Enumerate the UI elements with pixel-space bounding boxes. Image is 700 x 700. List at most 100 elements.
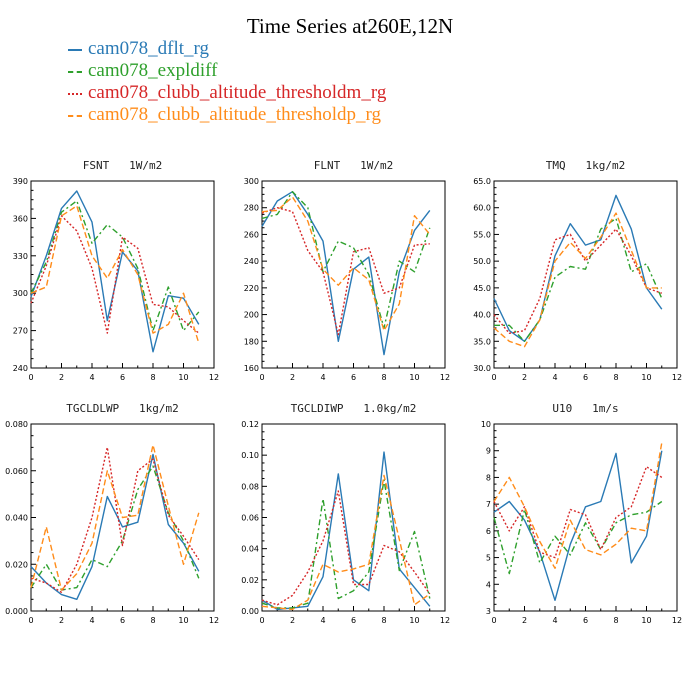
x-tick-label: 10 bbox=[641, 616, 651, 625]
y-tick-label: 45.0 bbox=[473, 284, 491, 293]
chart-panel: TGCLDLWP 1kg/m2 0 2 4 6 8 10 12 0.000 0.020 0.040 0… bbox=[5, 402, 219, 625]
y-tick-label: 260 bbox=[244, 230, 259, 239]
legend-item-expldiff: cam078_expldiff bbox=[68, 60, 386, 82]
y-tick-label: 0.00 bbox=[241, 607, 259, 616]
x-tick-label: 12 bbox=[209, 616, 219, 625]
panel-title: U10 1m/s bbox=[552, 402, 618, 415]
series-line-2 bbox=[30, 465, 200, 591]
series-line-2 bbox=[493, 500, 663, 575]
x-tick-label: 10 bbox=[409, 373, 419, 382]
chart-panel: TMQ 1kg/m2 0 2 4 6 8 10 12 30.0 35.0 40.0 45.0 50.0 5… bbox=[473, 159, 682, 382]
y-tick-label: 300 bbox=[13, 289, 28, 298]
legend-label: cam078_clubb_altitude_thresholdm_rg bbox=[88, 82, 387, 103]
series-line-4 bbox=[30, 205, 200, 344]
series-line-3 bbox=[261, 206, 430, 336]
legend-swatch bbox=[68, 114, 82, 117]
y-tick-label: 65.0 bbox=[473, 177, 491, 186]
y-tick-label: 300 bbox=[244, 177, 259, 186]
x-tick-label: 6 bbox=[351, 616, 356, 625]
x-tick-label: 0 bbox=[259, 616, 264, 625]
y-tick-label: 280 bbox=[244, 204, 259, 213]
x-tick-label: 4 bbox=[89, 616, 94, 625]
y-tick-label: 0.02 bbox=[241, 576, 259, 585]
x-tick-label: 12 bbox=[672, 616, 682, 625]
y-tick-label: 390 bbox=[13, 177, 28, 186]
y-tick-label: 60.0 bbox=[473, 204, 491, 213]
x-tick-label: 4 bbox=[552, 373, 557, 382]
x-tick-label: 6 bbox=[583, 616, 588, 625]
x-tick-label: 0 bbox=[259, 373, 264, 382]
series-line-3 bbox=[493, 466, 663, 559]
x-tick-label: 4 bbox=[552, 616, 557, 625]
x-tick-label: 8 bbox=[381, 616, 386, 625]
y-tick-label: 0.08 bbox=[241, 482, 259, 491]
legend-label: cam078_dflt_rg bbox=[88, 38, 210, 59]
x-tick-label: 12 bbox=[209, 373, 219, 382]
y-tick-label: 3 bbox=[486, 607, 491, 616]
series-line-4 bbox=[261, 474, 431, 611]
series-line-1 bbox=[261, 451, 431, 611]
x-tick-label: 2 bbox=[290, 616, 295, 625]
y-tick-label: 270 bbox=[13, 327, 28, 336]
plot-frame bbox=[30, 180, 215, 369]
legend-item-thresholdm: cam078_clubb_altitude_thresholdm_rg bbox=[68, 82, 386, 104]
y-tick-label: 0.080 bbox=[5, 420, 28, 429]
x-tick-label: 4 bbox=[320, 373, 325, 382]
series-line-1 bbox=[261, 190, 431, 356]
y-tick-label: 200 bbox=[244, 311, 259, 320]
y-tick-label: 0.020 bbox=[5, 560, 28, 569]
panel-title: TGCLDLWP 1kg/m2 bbox=[66, 402, 179, 415]
series-line-3 bbox=[493, 228, 663, 334]
y-tick-label: 4 bbox=[486, 580, 491, 589]
series-line-2 bbox=[30, 200, 200, 332]
series-line-4 bbox=[30, 444, 200, 591]
y-tick-label: 6 bbox=[486, 527, 491, 536]
x-tick-label: 2 bbox=[290, 373, 295, 382]
y-tick-label: 40.0 bbox=[473, 311, 491, 320]
y-tick-label: 5 bbox=[486, 554, 491, 563]
y-tick-label: 8 bbox=[486, 473, 491, 482]
x-tick-label: 8 bbox=[613, 373, 618, 382]
series-line-2 bbox=[494, 217, 663, 342]
series-line-2 bbox=[261, 190, 431, 329]
x-tick-label: 10 bbox=[178, 616, 188, 625]
figure-title: Time Series at260E,12N bbox=[246, 14, 454, 38]
legend-label: cam078_clubb_altitude_thresholdp_rg bbox=[88, 104, 382, 125]
x-tick-label: 10 bbox=[641, 373, 651, 382]
y-tick-label: 7 bbox=[486, 500, 491, 509]
x-tick-label: 12 bbox=[440, 373, 450, 382]
series-line-4 bbox=[493, 442, 663, 569]
x-tick-label: 0 bbox=[28, 373, 33, 382]
x-tick-label: 4 bbox=[320, 616, 325, 625]
y-tick-label: 10 bbox=[481, 420, 491, 429]
x-tick-label: 4 bbox=[89, 373, 94, 382]
y-tick-label: 0.10 bbox=[241, 451, 259, 460]
legend-swatch bbox=[68, 70, 82, 73]
series-line-4 bbox=[261, 196, 431, 332]
y-tick-label: 0.04 bbox=[241, 545, 259, 554]
series-line-1 bbox=[493, 450, 663, 601]
series-line-3 bbox=[261, 490, 431, 606]
x-tick-label: 8 bbox=[150, 373, 155, 382]
x-tick-label: 2 bbox=[522, 616, 527, 625]
y-tick-label: 30.0 bbox=[473, 364, 491, 373]
x-tick-label: 10 bbox=[178, 373, 188, 382]
x-tick-label: 0 bbox=[28, 616, 33, 625]
chart-panel: FSNT 1W/m2 0 2 4 6 8 10 12 240 270 300 330 360 390 bbox=[13, 159, 219, 382]
series-line-4 bbox=[493, 212, 662, 348]
y-tick-label: 0.040 bbox=[5, 514, 28, 523]
legend: cam078_dflt_rg cam078_expldiff cam078_cl… bbox=[68, 38, 386, 126]
y-tick-label: 55.0 bbox=[473, 230, 491, 239]
y-tick-label: 0.060 bbox=[5, 467, 28, 476]
panel-title: TMQ 1kg/m2 bbox=[546, 159, 625, 172]
x-tick-label: 2 bbox=[522, 373, 527, 382]
panel-title: FLNT 1W/m2 bbox=[314, 159, 393, 172]
chart-panel: TGCLDIWP 1.0kg/m2 0 2 4 6 8 10 12 0.00 0.02 0.04 0.… bbox=[241, 402, 450, 625]
legend-item-dflt: cam078_dflt_rg bbox=[68, 38, 386, 60]
y-tick-label: 330 bbox=[13, 252, 28, 261]
x-tick-label: 8 bbox=[381, 373, 386, 382]
plot-frame bbox=[261, 180, 446, 369]
y-tick-label: 0.12 bbox=[241, 420, 259, 429]
y-tick-label: 240 bbox=[13, 364, 28, 373]
